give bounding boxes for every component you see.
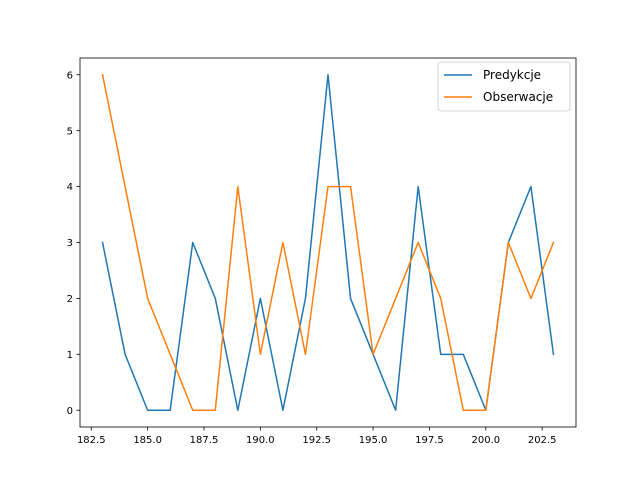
series-layer <box>101 73 555 411</box>
legend-label-2: Obserwacje <box>483 90 553 104</box>
x-tick-label: 182.5 <box>77 435 106 446</box>
legend-label-1: Predykcje <box>483 68 541 82</box>
y-tick-label: 4 <box>67 182 73 193</box>
y-tick-label: 3 <box>67 238 73 249</box>
x-tick-label: 192.5 <box>302 435 331 446</box>
y-tick-label: 1 <box>67 350 73 361</box>
x-tick-label: 185.0 <box>133 435 162 446</box>
y-tick-label: 6 <box>67 70 73 81</box>
y-tick-label: 2 <box>67 294 73 305</box>
x-tick-label: 197.5 <box>415 435 444 446</box>
series-line-2 <box>101 73 555 411</box>
series-line-1 <box>101 74 555 411</box>
x-tick-label: 190.0 <box>246 435 275 446</box>
x-tick-label: 195.0 <box>359 435 388 446</box>
x-tick-label: 187.5 <box>190 435 219 446</box>
y-tick-label: 5 <box>67 126 73 137</box>
y-tick-label: 0 <box>67 406 73 417</box>
x-tick-label: 200.0 <box>471 435 500 446</box>
x-tick-label: 202.5 <box>528 435 557 446</box>
legend: Predykcje Obserwacje <box>437 61 571 112</box>
axes-layer: 182.5 185.0 187.5 190.0 192.5 195.0 197.5 200.0… <box>67 57 577 446</box>
